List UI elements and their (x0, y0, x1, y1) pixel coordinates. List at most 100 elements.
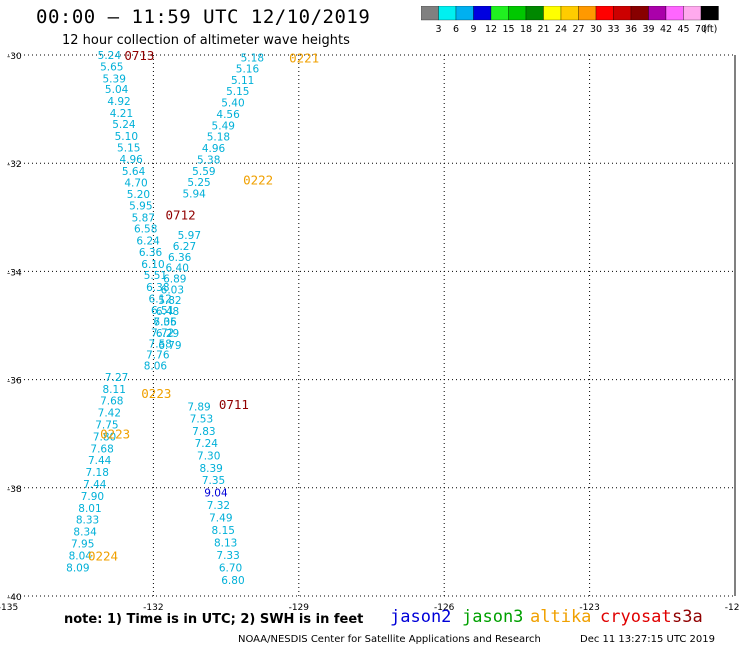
wave-height-point: 5.20 (127, 189, 150, 201)
wave-height-point: 5.87 (132, 212, 155, 224)
y-tick-label: -30 (7, 52, 22, 62)
wave-height-point: 6.58 (134, 224, 157, 236)
x-tick-label: -126 (434, 603, 455, 613)
y-tick-label: -40 (7, 593, 22, 603)
wave-height-point: 5.15 (226, 86, 249, 98)
wave-height-point: 7.18 (86, 467, 109, 479)
wave-height-point: 8.34 (73, 527, 97, 539)
y-tick-label: -32 (7, 160, 22, 170)
wave-height-point: 8.11 (103, 384, 126, 396)
wave-height-point: 6.51 (151, 305, 174, 317)
wave-height-point: 5.65 (100, 61, 123, 73)
wave-height-point: 8.15 (212, 525, 235, 537)
y-tick-label: -38 (7, 485, 22, 495)
track-time-label: 0222 (243, 172, 273, 187)
wave-height-point: 7.49 (209, 513, 232, 525)
colorbar-label: 9 (470, 24, 476, 35)
wave-height-point: 5.18 (241, 53, 264, 65)
colorbar-label: 27 (572, 24, 584, 35)
wave-height-point: 8.09 (66, 562, 89, 574)
wave-height-point: 6.27 (173, 241, 196, 253)
track-time-label: 0711 (219, 397, 249, 412)
wave-height-point: 6.79 (158, 340, 181, 352)
generation-timestamp: Dec 11 13:27:15 UTC 2019 (580, 634, 715, 645)
wave-height-point: 8.39 (199, 463, 222, 475)
wave-height-point: 7.72 (151, 328, 174, 340)
colorbar-label: 33 (607, 24, 619, 35)
wave-height-point: 5.24 (98, 50, 122, 62)
track-time-label: 0224 (88, 548, 118, 563)
wave-height-point: 6.36 (139, 247, 163, 259)
wave-height-point: 5.39 (103, 73, 126, 85)
wave-height-point: 5.10 (115, 131, 138, 143)
wave-height-point: 5.18 (207, 132, 230, 144)
wave-height-point: 7.58 (149, 338, 172, 350)
wave-height-point: 8.06 (144, 361, 168, 373)
track-time-label: 0223 (141, 386, 171, 401)
x-tick-label: -132 (143, 603, 163, 613)
wave-height-point: 5.11 (231, 75, 254, 87)
wave-height-point: 5.82 (158, 295, 181, 307)
wave-height-point: 6.03 (161, 284, 184, 296)
wave-height-point: 9.04 (204, 488, 228, 500)
colorbar-label: (ft) (703, 24, 717, 35)
wave-height-point: 7.68 (90, 443, 113, 455)
wave-height-point: 7.95 (71, 539, 94, 551)
colorbar-label: 36 (625, 24, 637, 35)
y-tick-label: -34 (7, 268, 22, 278)
wave-height-point: 4.96 (202, 143, 226, 155)
colorbar-label: 42 (660, 24, 672, 35)
satellite-label-jason2: jason2 (390, 607, 452, 627)
wave-height-point: 4.70 (124, 178, 147, 190)
wave-height-point: 5.64 (122, 166, 146, 178)
wave-height-point: 7.35 (202, 475, 225, 487)
wave-height-point: 5.24 (112, 119, 136, 131)
wave-height-point: 7.32 (207, 500, 230, 512)
wave-height-point: 7.44 (83, 479, 107, 491)
wave-height-point: 7.30 (197, 450, 220, 462)
wave-height-point: 5.97 (178, 230, 201, 242)
wave-height-point: 6.40 (166, 263, 189, 275)
wave-height-point: 5.59 (192, 166, 215, 178)
wave-height-point: 6.89 (163, 273, 186, 285)
colorbar-label: 21 (537, 24, 549, 35)
credit-text: NOAA/NESDIS Center for Satellite Applica… (238, 634, 541, 645)
x-tick-label: -129 (289, 603, 310, 613)
satellite-label-altika: altika (530, 607, 592, 627)
wave-height-point: 7.90 (81, 491, 104, 503)
x-tick-label: -120 (725, 603, 740, 613)
colorbar-swatch (700, 6, 719, 21)
colorbar-label: 3 (435, 24, 441, 35)
wave-height-point: 7.24 (195, 438, 219, 450)
wave-height-point: 5.51 (144, 270, 167, 282)
track-time-label: 0221 (289, 51, 319, 66)
wave-height-point: 5.49 (212, 120, 235, 132)
wave-height-point: 7.89 (187, 402, 210, 414)
chart-subtitle: 12 hour collection of altimeter wave hei… (62, 33, 350, 48)
wave-height-point: 5.40 (221, 98, 244, 110)
wave-height-point: 6.10 (141, 259, 164, 271)
wave-height-point: 6.48 (156, 306, 179, 318)
wave-height-point: 7.05 (153, 317, 176, 329)
wave-height-point: 4.56 (216, 109, 240, 121)
satellite-label-s3a: s3a (672, 607, 703, 627)
track-time-label: 0712 (166, 208, 196, 223)
wave-height-point: 4.96 (119, 154, 143, 166)
wave-height-point: 8.01 (78, 503, 101, 515)
wave-height-point: 7.68 (100, 396, 123, 408)
wave-height-point: 4.92 (107, 96, 130, 108)
track-time-label: 0713 (124, 48, 154, 63)
colorbar-label: 39 (642, 24, 654, 35)
wave-height-point: 7.76 (146, 350, 170, 362)
wave-height-point: 6.80 (221, 575, 244, 587)
wave-height-point: 5.15 (117, 143, 140, 155)
colorbar-label: 6 (453, 24, 459, 35)
wave-height-point: 6.38 (146, 282, 169, 294)
wave-height-point: 7.27 (105, 372, 128, 384)
wave-height-point: 7.44 (88, 455, 112, 467)
satellite-label-cryosat: cryosat (600, 607, 672, 627)
colorbar-label: 15 (502, 24, 514, 35)
wave-height-point: 7.83 (192, 426, 215, 438)
wave-height-point: 5.94 (182, 188, 206, 200)
